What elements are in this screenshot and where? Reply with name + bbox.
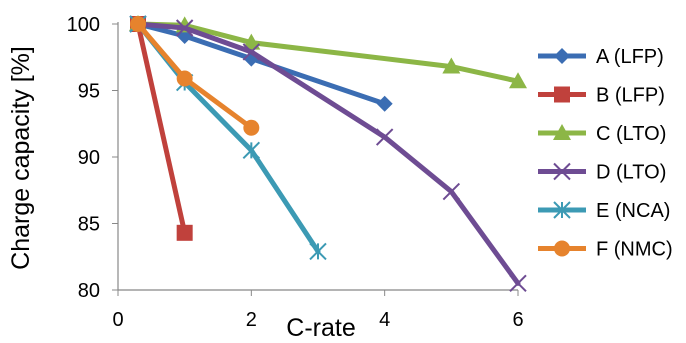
y-tick-label: 90 [78,147,100,169]
data-point [130,16,146,32]
y-tick-label: 95 [78,81,100,103]
legend-marker [553,162,571,181]
legend-marker [554,240,570,257]
legend-label: E (NCA) [596,200,670,222]
y-tick-label: 80 [78,280,100,302]
x-tick-label: 4 [379,309,390,331]
legend-item-a-lfp: A (LFP) [538,46,664,68]
data-point [176,70,193,87]
x-tick-label: 2 [246,309,257,331]
series-group [129,15,527,293]
legend-marker [554,48,570,64]
data-point [509,72,527,89]
data-point [242,43,261,61]
series-line [135,21,388,107]
data-point [376,95,393,112]
series-f-nmc [130,16,260,136]
legend-item-f-nmc: F (NMC) [538,239,673,261]
legend-marker [553,124,571,140]
data-point [375,128,394,146]
legend-item-e-nca: E (NCA) [538,200,670,222]
y-tick-label: 100 [67,14,100,36]
legend-marker [554,86,570,103]
data-point [242,33,261,50]
legend-item-c-lto: C (LTO) [538,123,666,145]
x-axis-title: C-rate [286,314,355,342]
legend-label: C (LTO) [596,123,666,145]
series-d-lto [129,15,527,293]
data-point [442,182,461,201]
data-point [175,19,194,37]
data-point [176,27,193,44]
x-tick-label: 6 [512,309,523,331]
y-axis-title: Charge capacity [%] [7,46,35,270]
data-point [442,57,461,74]
data-point [243,119,260,136]
x-tick-label: 0 [112,309,123,331]
data-point [309,242,327,261]
legend-item-b-lfp: B (LFP) [538,85,665,107]
legend-marker [553,201,571,219]
data-point [176,224,193,241]
legend-item-d-lto: D (LTO) [538,162,666,184]
data-point [242,141,261,160]
legend: A (LFP) B (LFP) C (LTO) D (LTO) E (NCA) F (NM… [538,46,673,261]
axes: 80 85 90 95 100 0 2 4 6 [67,14,524,331]
series-line [135,21,521,286]
legend-label: F (NMC) [596,239,673,261]
y-tick-label: 85 [78,214,100,236]
legend-label: B (LFP) [596,85,665,107]
data-point [509,274,527,293]
legend-label: A (LFP) [596,46,664,68]
series-line [135,21,188,236]
legend-label: D (LTO) [596,162,666,184]
